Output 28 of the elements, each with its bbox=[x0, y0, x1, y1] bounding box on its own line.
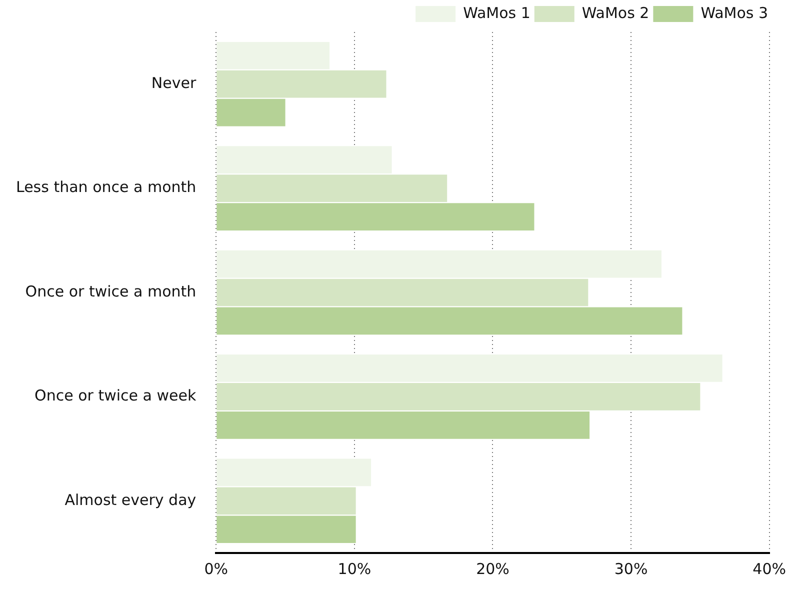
bar bbox=[216, 307, 682, 335]
bar bbox=[216, 487, 356, 515]
bar bbox=[216, 250, 662, 278]
bar bbox=[216, 98, 286, 126]
bar bbox=[216, 383, 700, 410]
y-tick-label: Once or twice a month bbox=[25, 282, 196, 300]
bar bbox=[216, 42, 330, 70]
bar bbox=[216, 278, 588, 306]
y-tick-label: Less than once a month bbox=[16, 178, 196, 196]
y-tick-label: Once or twice a week bbox=[34, 386, 196, 405]
y-tick-label: Never bbox=[151, 74, 197, 92]
x-tick-label: 40% bbox=[752, 560, 786, 578]
bar bbox=[216, 458, 372, 486]
bar bbox=[216, 146, 392, 174]
legend-label: WaMos 3 bbox=[700, 4, 768, 22]
x-tick-label: 0% bbox=[204, 560, 228, 578]
x-tick-label: 20% bbox=[476, 560, 510, 578]
bar bbox=[216, 516, 356, 544]
bar bbox=[216, 203, 534, 230]
bar bbox=[216, 354, 722, 382]
y-tick-label: Almost every day bbox=[64, 490, 196, 509]
bar bbox=[216, 70, 386, 98]
x-tick-label: 10% bbox=[338, 560, 372, 578]
legend-label: WaMos 1 bbox=[463, 4, 530, 22]
x-tick-label: 30% bbox=[614, 560, 648, 578]
bar bbox=[216, 174, 448, 202]
legend-label: WaMos 2 bbox=[582, 4, 650, 22]
bar bbox=[216, 412, 590, 439]
